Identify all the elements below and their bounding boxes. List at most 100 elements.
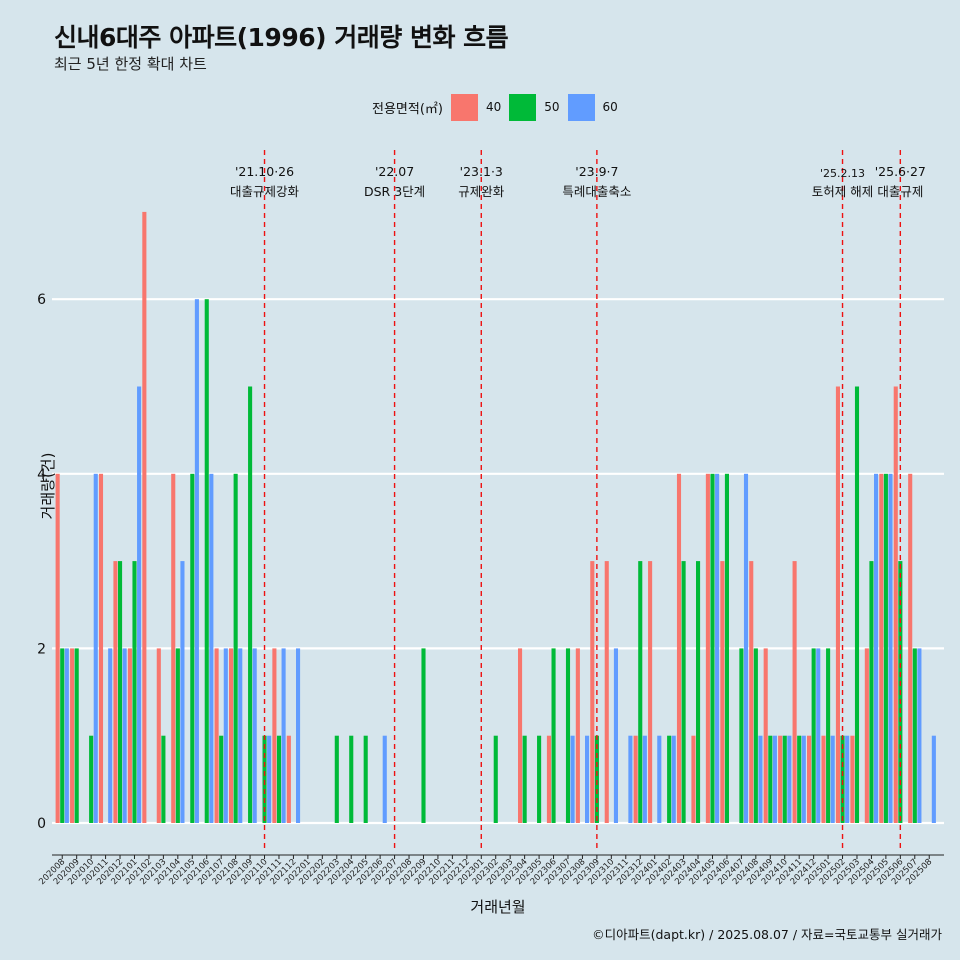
annotation-date-0: '21.10·26 (235, 164, 294, 179)
bar-50-202406 (724, 473, 729, 823)
bar-60-202507 (917, 648, 922, 823)
bar-40-202502 (835, 386, 840, 823)
bar-40-202401 (648, 561, 653, 823)
legend-label-50: 50 (544, 100, 560, 114)
annotation-label-2: 규제완화 (458, 184, 505, 199)
bar-60-202104 (180, 561, 185, 823)
bar-50-202302 (493, 735, 498, 823)
caption: ©디아파트(dapt.kr) / 2025.08.07 / 자료=국토교통부 실… (592, 927, 942, 942)
y-tick-label: 0 (37, 816, 46, 832)
legend-swatch-40 (450, 93, 478, 121)
bar-50-202103 (161, 735, 166, 823)
annotation-label-1: DSR 3단계 (364, 184, 425, 199)
bar-50-202204 (349, 735, 354, 823)
bar-40-202312 (633, 735, 638, 823)
bars (55, 211, 936, 823)
legend-item-50: 50 (509, 93, 560, 121)
bar-60-202206 (382, 735, 387, 823)
bar-50-202107 (219, 735, 224, 823)
bar-40-202112 (286, 735, 291, 823)
bar-40-202404 (691, 735, 696, 823)
bar-40-202309 (590, 561, 595, 823)
bar-50-202209 (421, 648, 426, 823)
annotation-date-1: '22.07 (375, 164, 414, 179)
bar-40-202308 (575, 648, 580, 823)
bar-50-202408 (753, 648, 758, 823)
bar-50-202507 (912, 648, 917, 823)
bar-50-202106 (204, 299, 209, 823)
bar-60-202501 (830, 735, 835, 823)
bar-60-202502 (845, 735, 850, 823)
bar-40-202009 (70, 648, 75, 823)
bar-40-202101 (127, 648, 132, 823)
bar-40-202503 (850, 735, 855, 823)
bar-40-202012 (113, 561, 118, 823)
bar-50-202010 (89, 735, 94, 823)
bar-50-202009 (74, 648, 79, 823)
bar-40-202504 (864, 648, 869, 823)
annotation-date-5: '25.6·27 (875, 164, 926, 179)
bar-40-202409 (763, 648, 768, 823)
bar-60-202312 (642, 735, 647, 823)
bar-50-202405 (710, 473, 715, 823)
bar-50-202410 (782, 735, 787, 823)
bar-60-202108 (238, 648, 243, 823)
bar-50-202411 (797, 735, 802, 823)
bar-50-202312 (638, 561, 643, 823)
bar-50-202409 (768, 735, 773, 823)
bar-50-202306 (551, 648, 556, 823)
bar-40-202108 (229, 648, 234, 823)
bar-50-202403 (681, 561, 686, 823)
bar-60-202508 (931, 735, 936, 823)
bar-60-202402 (671, 735, 676, 823)
legend-swatch-60 (567, 93, 595, 121)
y-tick-label: 6 (37, 292, 46, 308)
bar-40-202304 (518, 648, 523, 823)
bar-40-202011 (98, 473, 104, 823)
bar-40-202306 (546, 735, 551, 823)
bar-50-202109 (248, 386, 253, 823)
bar-50-202203 (334, 735, 339, 823)
bar-60-202504 (874, 473, 879, 823)
bar-40-202501 (821, 735, 826, 823)
legend-item-60: 60 (567, 93, 618, 121)
bar-60-202105 (194, 299, 199, 823)
annotation-label-0: 대출규제강화 (230, 184, 300, 199)
bar-50-202101 (132, 561, 137, 823)
bar-50-202505 (883, 473, 888, 823)
annotation-label-4: 토허제 해제 (812, 184, 873, 199)
bar-50-202402 (667, 735, 672, 823)
bar-60-202112 (296, 648, 301, 823)
bar-60-202410 (787, 735, 792, 823)
bar-40-202102 (142, 211, 147, 823)
bar-40-202310 (604, 561, 609, 823)
bar-50-202304 (522, 735, 527, 823)
bar-50-202105 (190, 473, 195, 823)
bar-60-202011 (108, 648, 113, 823)
bar-50-202008 (60, 648, 65, 823)
legend: 전용면적(㎡) 40 50 60 (372, 92, 626, 122)
annotations: '21.10·26 대출규제강화 '22.07 DSR 3단계 '23.1·3 규제완화 '… (230, 150, 926, 852)
bar-50-202111 (276, 735, 282, 823)
bar-50-202012 (118, 561, 123, 823)
bar-50-202205 (363, 735, 368, 823)
bar-50-202104 (175, 648, 180, 823)
bar-40-202410 (778, 735, 783, 823)
bar-40-202412 (807, 735, 812, 823)
bar-60-202408 (758, 735, 763, 823)
bar-50-202502 (840, 735, 845, 823)
annotation-date-2: '23.1·3 (460, 164, 503, 179)
annotation-date-4: '25.2.13 (820, 167, 865, 180)
bar-40-202505 (879, 473, 884, 823)
bar-50-202504 (869, 561, 874, 823)
bar-40-202107 (214, 648, 219, 823)
bar-60-202401 (657, 735, 662, 823)
bar-60-202310 (613, 648, 618, 823)
annotation-date-3: '23.9·7 (575, 164, 618, 179)
bar-60-202101 (137, 386, 142, 823)
annotation-label-3: 특례대출축소 (562, 184, 631, 199)
bar-60-202008 (64, 648, 69, 823)
legend-title: 전용면적(㎡) (372, 101, 443, 117)
bar-50-202305 (537, 735, 542, 823)
bar-50-202110 (262, 735, 267, 823)
